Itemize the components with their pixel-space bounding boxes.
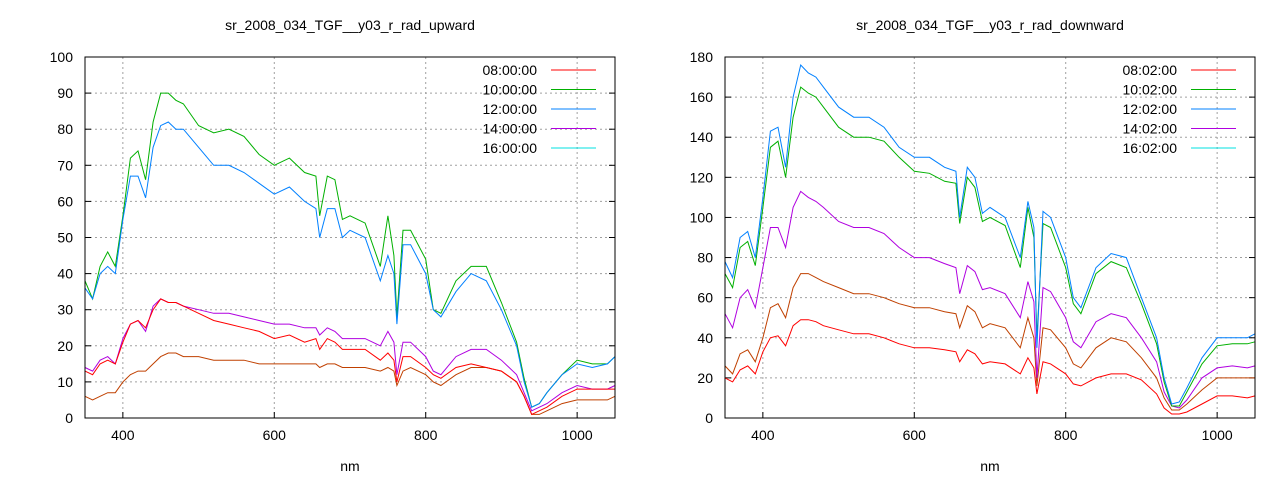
x-tick-label: 1000 (562, 427, 593, 443)
y-tick-label: 100 (690, 209, 714, 225)
x-tick-label: 400 (111, 427, 135, 443)
y-tick-label: 20 (697, 370, 713, 386)
series-line-080200 (724, 319, 1256, 415)
plot-frame (724, 56, 1256, 419)
x-axis-label: nm (340, 458, 359, 474)
y-tick-label: 70 (57, 157, 73, 173)
series-line-140200 (724, 190, 1256, 409)
legend-label: 16:02:00 (1123, 140, 1178, 156)
series-line-080000 (84, 298, 615, 416)
legend-label: 14:02:00 (1123, 121, 1178, 137)
x-tick-label: 1000 (1202, 427, 1233, 443)
series-line-100000 (84, 92, 616, 408)
x-tick-label: 600 (903, 427, 927, 443)
y-tick-label: 60 (697, 290, 713, 306)
chart-downward: sr_2008_034_TGF__y03_r_rad_downwardnm400… (690, 17, 1256, 474)
x-tick-label: 800 (1054, 427, 1078, 443)
y-tick-label: 80 (57, 121, 73, 137)
x-tick-label: 800 (414, 427, 438, 443)
series-line-160200 (724, 273, 1255, 411)
legend-label: 12:02:00 (1123, 101, 1178, 117)
legend-label: 10:00:00 (483, 82, 538, 98)
chart-title: sr_2008_034_TGF__y03_r_rad_downward (856, 17, 1124, 33)
y-tick-label: 30 (57, 302, 73, 318)
y-tick-label: 140 (690, 129, 714, 145)
series-line-120200 (724, 63, 1256, 405)
y-tick-label: 100 (50, 49, 74, 65)
x-tick-label: 400 (751, 427, 775, 443)
y-tick-label: 50 (57, 230, 73, 246)
y-tick-label: 20 (57, 338, 73, 354)
y-tick-label: 0 (705, 410, 713, 426)
y-tick-label: 90 (57, 85, 73, 101)
legend-label: 12:00:00 (483, 101, 538, 117)
y-tick-label: 40 (697, 330, 713, 346)
x-tick-label: 600 (263, 427, 287, 443)
x-axis-label: nm (980, 458, 999, 474)
y-tick-label: 120 (690, 169, 714, 185)
plot-frame (84, 56, 616, 419)
legend-label: 14:00:00 (483, 121, 538, 137)
legend-label: 10:02:00 (1123, 82, 1178, 98)
legend-label: 08:00:00 (483, 62, 538, 78)
y-tick-label: 60 (57, 193, 73, 209)
series-line-100200 (724, 86, 1256, 407)
legend-label: 16:00:00 (483, 140, 538, 156)
y-tick-label: 160 (690, 89, 714, 105)
y-tick-label: 10 (57, 374, 73, 390)
y-tick-label: 40 (57, 266, 73, 282)
series-line-120000 (84, 121, 616, 408)
y-tick-label: 180 (690, 49, 714, 65)
y-tick-label: 80 (697, 250, 713, 266)
chart-title: sr_2008_034_TGF__y03_r_rad_upward (225, 17, 475, 33)
legend-label: 08:02:00 (1123, 62, 1178, 78)
y-tick-label: 0 (65, 410, 73, 426)
